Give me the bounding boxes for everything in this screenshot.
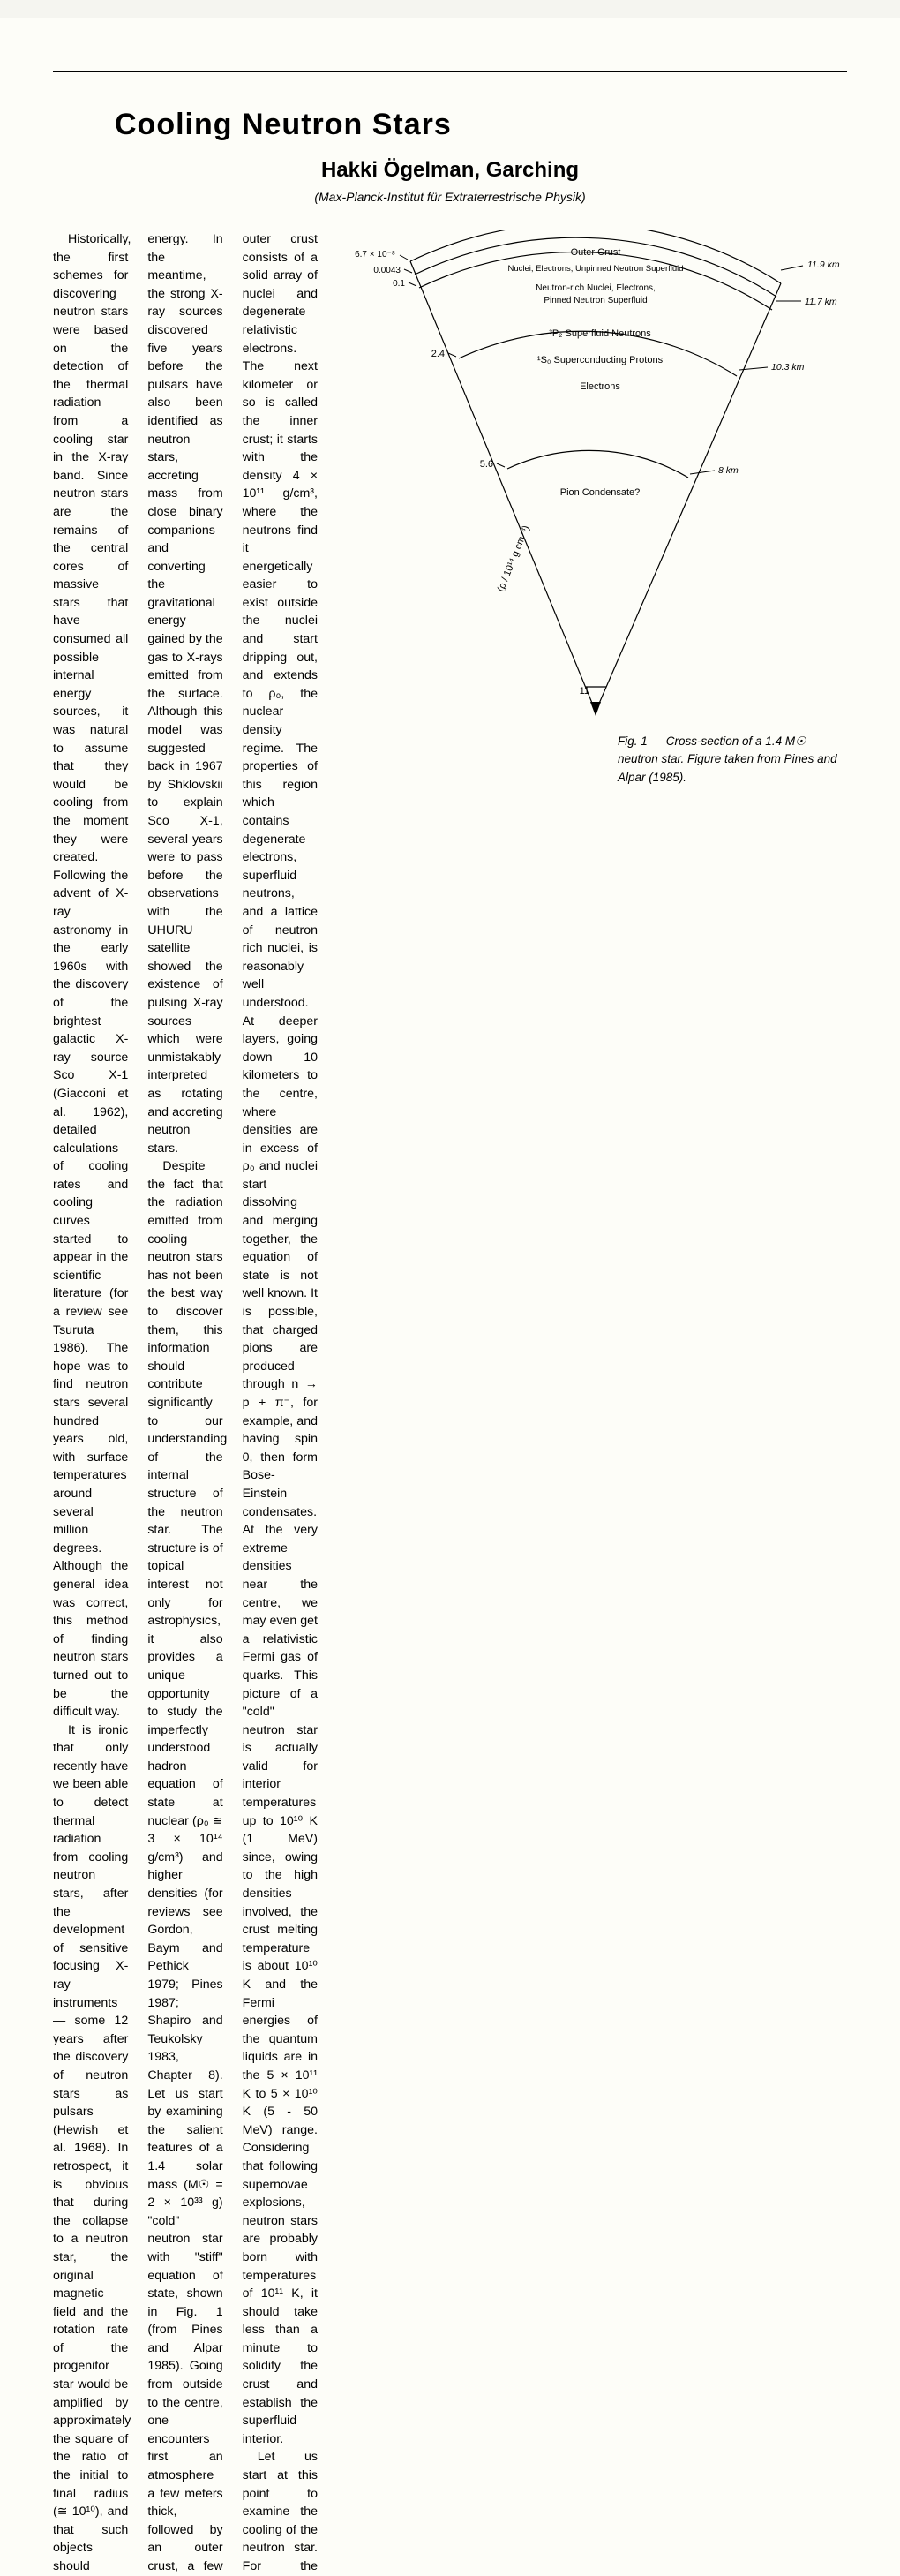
label-p2: ³P₂ Superfluid Neutrons (549, 328, 651, 339)
rho-axis: (ρ / 10¹⁴ g cm⁻³) (496, 524, 532, 593)
density-6: 11 (580, 686, 589, 697)
paragraph-1: Historically, the first schemes for disc… (53, 230, 128, 1721)
figure-caption: Fig. 1 — Cross-section of a 1.4 M☉ neutr… (335, 729, 847, 787)
content-area: Outer Crust Nuclei, Electrons, Unpinned … (53, 230, 847, 2576)
page: Cooling Neutron Stars Hakki Ögelman, Gar… (0, 18, 900, 2576)
label-pinned: Pinned Neutron Superfluid (544, 296, 647, 305)
body-columns: Historically, the first schemes for disc… (53, 230, 318, 2576)
author-line: Hakki Ögelman, Garching (53, 158, 847, 183)
radius-2: 11.7 km (805, 297, 837, 307)
label-outer-crust: Outer Crust (571, 247, 621, 258)
label-neutron-rich: Neutron-rich Nuclei, Electrons, (536, 283, 656, 293)
neutron-star-diagram: Outer Crust Nuclei, Electrons, Unpinned … (335, 230, 847, 725)
density-5: 5.6 (480, 459, 493, 470)
radius-4: 8 km (718, 465, 739, 476)
radius-3: 10.3 km (771, 362, 805, 373)
density-2: 0.0043 (373, 266, 401, 275)
density-4: 2.4 (431, 349, 445, 359)
radius-1: 11.9 km (807, 260, 840, 270)
affiliation: (Max-Planck-Institut für Extraterrestris… (53, 190, 847, 204)
label-s0: ¹S₀ Superconducting Protons (537, 355, 664, 365)
figure-1: Outer Crust Nuclei, Electrons, Unpinned … (335, 230, 847, 787)
label-pion: Pion Condensate? (560, 487, 641, 498)
paragraph-4: Let us start at this point to examine th… (243, 2448, 318, 2576)
top-rule (53, 71, 847, 72)
article-title: Cooling Neutron Stars (53, 108, 847, 142)
label-nuclei: Nuclei, Electrons, Unpinned Neutron Supe… (507, 264, 683, 274)
label-electrons: Electrons (580, 381, 620, 392)
density-1: 6.7 × 10⁻⁸ (355, 250, 395, 260)
density-3: 0.1 (393, 279, 405, 289)
